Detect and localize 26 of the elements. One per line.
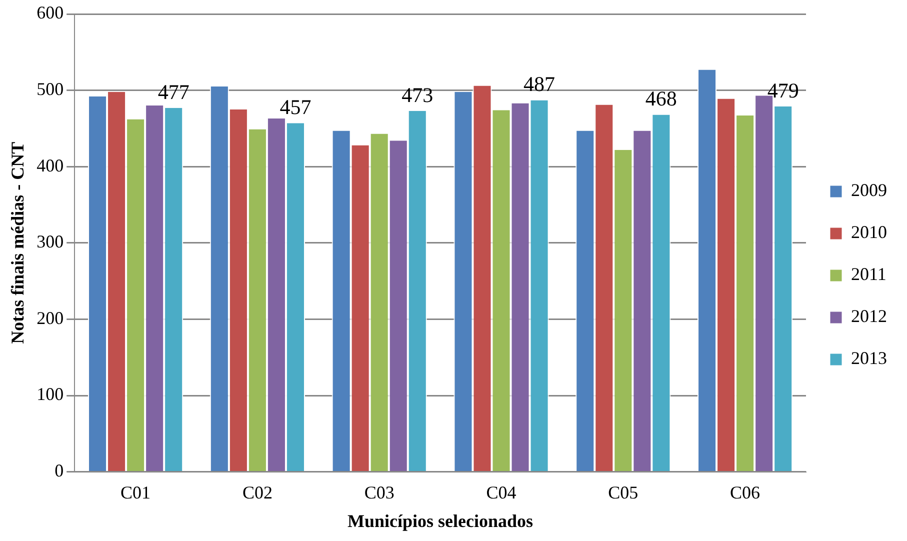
legend-label: 2012: [851, 306, 887, 326]
x-tick-label: C06: [730, 482, 760, 502]
data-label: 479: [767, 78, 799, 102]
legend-label: 2011: [851, 264, 886, 284]
y-tick-label: 300: [36, 232, 64, 252]
legend-label: 2010: [851, 222, 887, 242]
y-tick-label: 200: [36, 308, 64, 328]
x-axis-title: Municípios selecionados: [348, 510, 534, 531]
y-tick-label: 0: [54, 460, 64, 481]
y-axis-title: Notas finais médias - CNT: [7, 142, 28, 344]
y-tick-label: 500: [36, 79, 64, 100]
data-label: 473: [402, 82, 434, 107]
x-tick-label: C01: [120, 482, 151, 502]
y-tick-label: 400: [36, 155, 64, 176]
x-tick-label: C04: [486, 482, 516, 502]
y-tick-label: 100: [36, 384, 64, 404]
x-tick-label: C05: [608, 482, 638, 502]
data-label: 457: [280, 95, 312, 120]
x-tick-label: C02: [242, 482, 272, 502]
x-tick-label: C03: [364, 482, 394, 502]
data-label: 468: [645, 86, 677, 111]
legend-label: 2009: [851, 180, 887, 200]
data-label: 477: [158, 80, 190, 104]
y-tick-label: 600: [36, 2, 64, 23]
legend-label: 2013: [851, 348, 887, 368]
data-label: 487: [524, 72, 556, 96]
